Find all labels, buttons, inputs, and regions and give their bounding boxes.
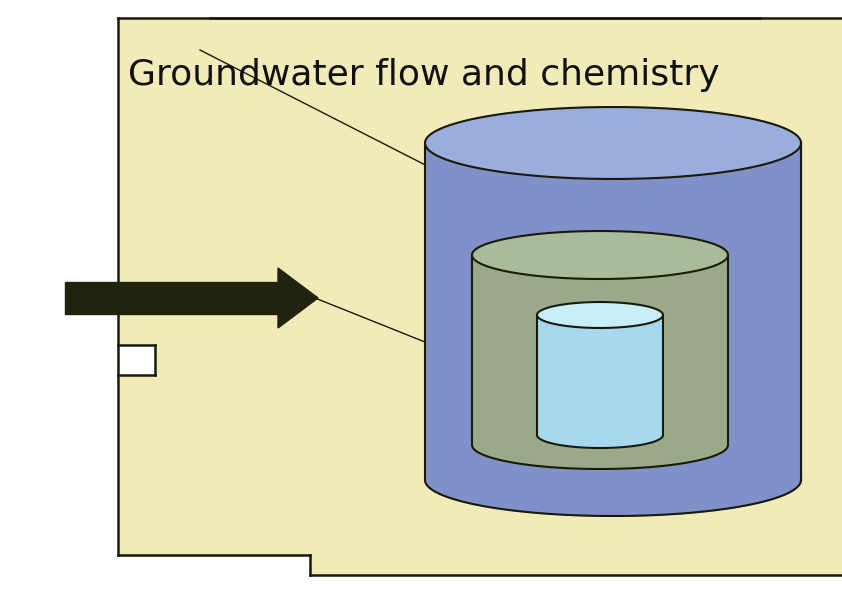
Polygon shape — [65, 282, 280, 314]
Polygon shape — [537, 302, 663, 328]
Polygon shape — [278, 268, 318, 328]
Polygon shape — [0, 0, 155, 593]
Text: Groundwater flow and chemistry: Groundwater flow and chemistry — [128, 58, 720, 92]
Polygon shape — [472, 421, 728, 469]
Polygon shape — [118, 18, 842, 555]
Polygon shape — [425, 143, 801, 480]
Polygon shape — [537, 315, 663, 435]
Polygon shape — [0, 0, 118, 593]
Polygon shape — [472, 231, 728, 279]
Polygon shape — [537, 422, 663, 448]
Polygon shape — [425, 444, 801, 516]
Polygon shape — [310, 555, 842, 575]
Polygon shape — [472, 255, 728, 445]
Polygon shape — [425, 107, 801, 179]
